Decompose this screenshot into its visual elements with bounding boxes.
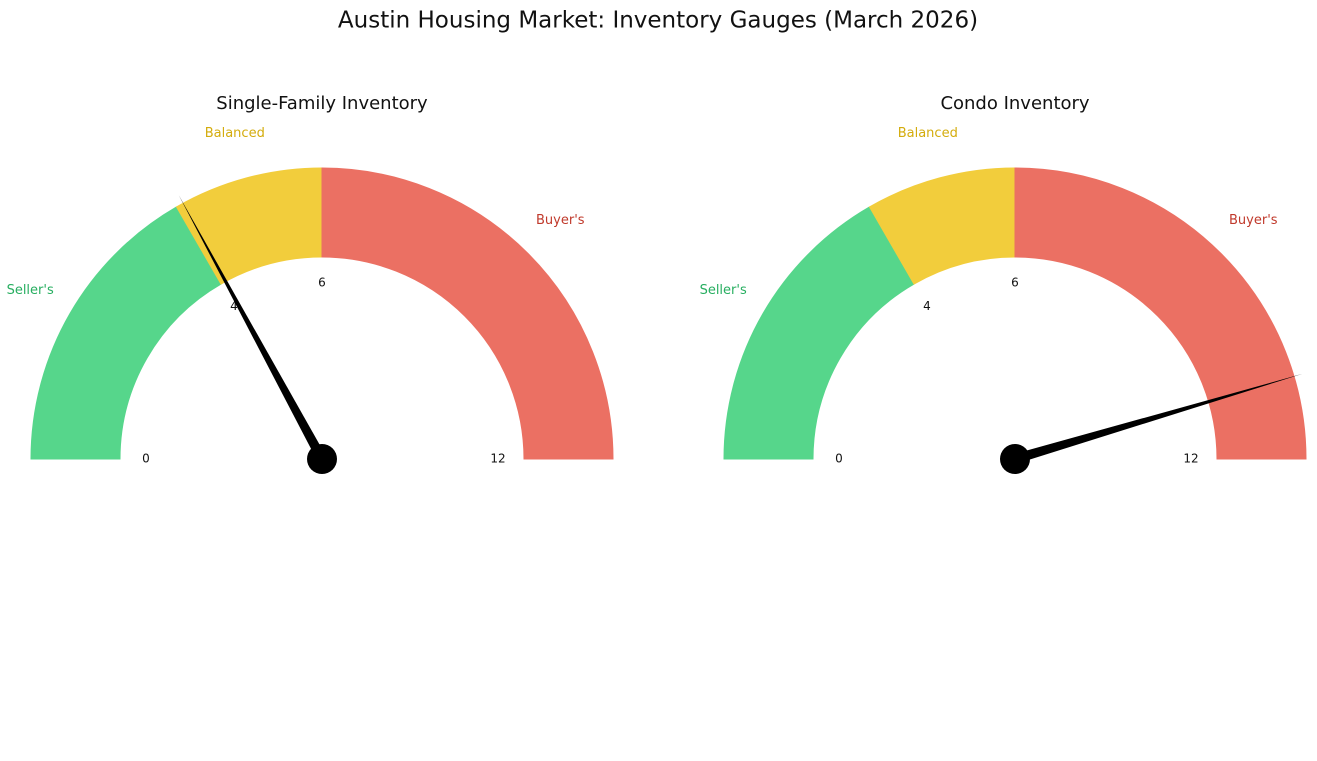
band-label: Seller's (700, 283, 747, 298)
tick-label: 4 (230, 299, 238, 313)
tick-label: 6 (1011, 276, 1019, 290)
needle-hub (307, 444, 337, 474)
tick-label: 0 (142, 452, 150, 466)
gauge-title: Single-Family Inventory (216, 93, 428, 114)
needle (1013, 373, 1303, 464)
tick-label: 12 (490, 452, 505, 466)
gauge-band (723, 206, 915, 460)
gauge-title: Condo Inventory (940, 93, 1089, 114)
band-label: Buyer's (1229, 213, 1278, 228)
tick-label: 0 (835, 452, 843, 466)
tick-label: 4 (923, 299, 931, 313)
band-label: Balanced (205, 126, 265, 141)
band-label: Balanced (898, 126, 958, 141)
tick-label: 6 (318, 276, 326, 290)
band-label: Seller's (7, 283, 54, 298)
needle (178, 195, 327, 462)
band-label: Buyer's (536, 213, 585, 228)
needle-hub (1000, 444, 1030, 474)
gauge-band (1014, 167, 1307, 460)
gauge-band (30, 206, 222, 460)
page-title: Austin Housing Market: Inventory Gauges … (338, 8, 978, 34)
tick-label: 12 (1183, 452, 1198, 466)
gauge-band (321, 167, 614, 460)
